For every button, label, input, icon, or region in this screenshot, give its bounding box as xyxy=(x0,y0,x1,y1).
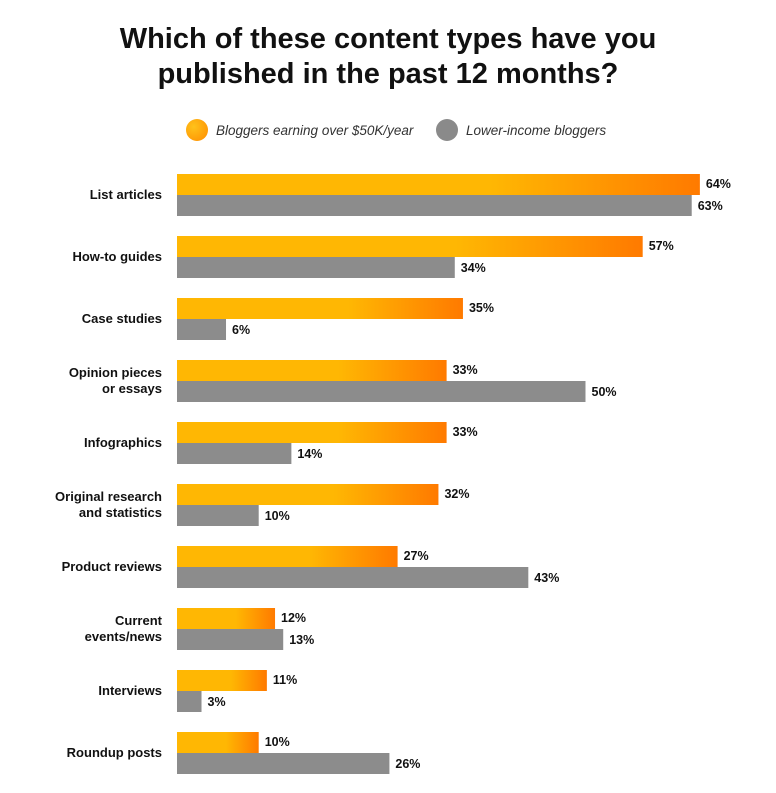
bar-low-income-2 xyxy=(177,319,227,340)
value-label-low-income-4: 14% xyxy=(297,447,322,461)
value-label-low-income-5: 10% xyxy=(265,509,290,523)
bar-low-income-1 xyxy=(177,257,455,278)
value-label-low-income-3: 50% xyxy=(592,385,617,399)
bar-high-income-0 xyxy=(177,174,700,195)
value-label-high-income-3: 33% xyxy=(453,363,478,377)
bar-high-income-8 xyxy=(177,670,267,691)
value-label-low-income-6: 43% xyxy=(534,571,559,585)
value-label-high-income-6: 27% xyxy=(404,549,429,563)
legend-item-high-income: Bloggers earning over $50K/year xyxy=(186,119,413,141)
bar-low-income-8 xyxy=(177,691,202,712)
value-label-high-income-4: 33% xyxy=(453,425,478,439)
value-label-high-income-1: 57% xyxy=(649,239,674,253)
bar-high-income-4 xyxy=(177,422,447,443)
value-label-high-income-9: 10% xyxy=(265,735,290,749)
category-label-6: Product reviews xyxy=(62,559,162,574)
bar-high-income-2 xyxy=(177,298,463,319)
value-label-low-income-0: 63% xyxy=(698,199,723,213)
legend-label-high-income: Bloggers earning over $50K/year xyxy=(216,122,414,138)
value-label-low-income-9: 26% xyxy=(395,757,420,771)
value-label-high-income-8: 11% xyxy=(273,673,297,687)
category-label-5: Original research and statistics xyxy=(55,489,162,520)
category-label-2: Case studies xyxy=(82,311,162,326)
legend-swatch-high-income xyxy=(186,119,208,141)
value-label-high-income-5: 32% xyxy=(444,487,469,501)
value-label-low-income-7: 13% xyxy=(289,633,314,647)
chart-title-line-1: Which of these content types have you xyxy=(119,23,657,55)
bar-low-income-7 xyxy=(177,629,284,650)
chart-legend: Bloggers earning over $50K/year Lower-in… xyxy=(0,119,776,145)
chart-title-line-2: published in the past 12 months? xyxy=(157,58,619,90)
bars-group: 64% 63% List articles 57% 34% How-to guides 35… xyxy=(55,174,731,774)
legend-item-low-income: Lower-income bloggers xyxy=(436,119,606,141)
bar-high-income-7 xyxy=(177,608,276,629)
chart-title: Which of these content types have you pu… xyxy=(0,22,776,92)
category-label-3: Opinion pieces or essays xyxy=(69,365,162,396)
category-label-4: Infographics xyxy=(84,435,162,450)
value-label-low-income-8: 3% xyxy=(208,695,226,709)
bar-low-income-4 xyxy=(177,443,292,464)
bar-high-income-5 xyxy=(177,484,439,505)
bar-high-income-9 xyxy=(177,732,259,753)
bar-high-income-1 xyxy=(177,236,643,257)
value-label-low-income-2: 6% xyxy=(232,323,250,337)
legend-label-low-income: Lower-income bloggers xyxy=(466,122,607,138)
bar-high-income-3 xyxy=(177,360,447,381)
category-label-8: Interviews xyxy=(98,683,162,698)
value-label-high-income-2: 35% xyxy=(469,301,494,315)
category-label-9: Roundup posts xyxy=(67,745,162,760)
bar-low-income-5 xyxy=(177,505,259,526)
bar-low-income-3 xyxy=(177,381,586,402)
bar-low-income-6 xyxy=(177,567,529,588)
value-label-low-income-1: 34% xyxy=(461,261,486,275)
bar-low-income-9 xyxy=(177,753,390,774)
bar-high-income-6 xyxy=(177,546,398,567)
value-label-high-income-0: 64% xyxy=(706,177,731,191)
category-label-0: List articles xyxy=(90,187,162,202)
legend-swatch-low-income xyxy=(436,119,458,141)
bar-low-income-0 xyxy=(177,195,692,216)
value-label-high-income-7: 12% xyxy=(281,611,306,625)
category-label-7: Current events/news xyxy=(85,613,163,644)
category-label-1: How-to guides xyxy=(72,249,162,264)
